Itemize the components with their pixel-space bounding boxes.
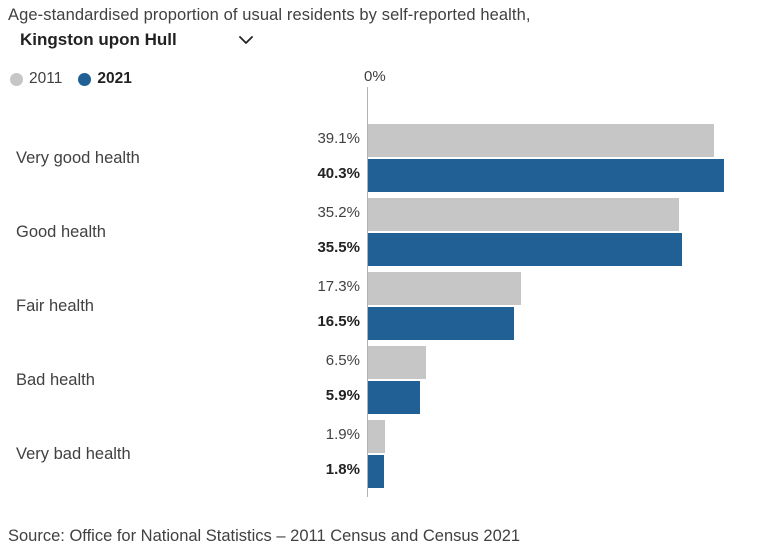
category-label: Fair health [16, 296, 94, 315]
legend-label-2021: 2021 [97, 70, 132, 87]
bar-2011 [368, 272, 521, 305]
category-label: Very good health [16, 148, 140, 167]
chart-row: Very bad health 1.9% 1.8% [0, 420, 768, 488]
bar-2011 [368, 346, 426, 379]
chart-row: Bad health 6.5% 5.9% [0, 346, 768, 414]
legend-label-2011: 2011 [29, 70, 63, 87]
bar-2021 [368, 381, 421, 414]
value-label-2021: 5.9% [325, 387, 360, 404]
chart-row: Fair health 17.3% 16.5% [0, 272, 768, 340]
bar-2021 [368, 159, 725, 192]
axis-tick-label: 0% [364, 68, 386, 85]
value-label-2021: 35.5% [317, 239, 360, 256]
bar-2021 [368, 455, 384, 488]
category-label: Bad health [16, 370, 95, 389]
region-dropdown[interactable]: Kingston upon Hull [20, 30, 253, 50]
bar-2021 [368, 233, 682, 266]
category-label: Good health [16, 222, 106, 241]
legend-dot-2011-icon [10, 72, 23, 86]
axis-line [367, 87, 368, 497]
legend-dot-2021-icon [78, 72, 92, 86]
region-dropdown-value: Kingston upon Hull [20, 30, 177, 49]
value-label-2011: 6.5% [325, 352, 360, 369]
category-label: Very bad health [16, 444, 131, 463]
value-label-2011: 35.2% [317, 204, 360, 221]
source-text: Source: Office for National Statistics –… [8, 527, 521, 545]
value-label-2011: 39.1% [317, 130, 360, 147]
chevron-down-icon [238, 35, 253, 44]
value-label-2021: 16.5% [317, 313, 360, 330]
bar-2021 [368, 307, 514, 340]
bar-2011 [368, 198, 680, 231]
bar-2011 [368, 124, 714, 157]
bar-2011 [368, 420, 385, 453]
chart-title: Age-standardised proportion of usual res… [8, 6, 531, 24]
legend-item-2021: 2021 [78, 70, 132, 88]
value-label-2021: 1.8% [325, 461, 360, 478]
chart-row: Good health 35.2% 35.5% [0, 198, 768, 266]
chart-row: Very good health 39.1% 40.3% [0, 124, 768, 192]
legend-item-2011: 2011 [10, 70, 62, 88]
value-label-2011: 1.9% [325, 426, 360, 443]
value-label-2011: 17.3% [317, 278, 360, 295]
value-label-2021: 40.3% [317, 165, 360, 182]
legend: 2011 2021 [10, 70, 132, 88]
